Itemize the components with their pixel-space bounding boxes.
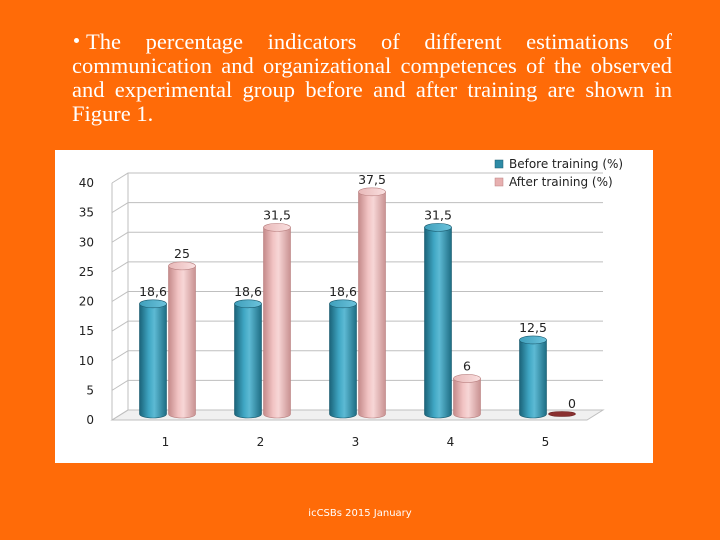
bar-chart: 0 5 10 15 20 25 30 35 40 1 2 3 4 5 18,6 18,6 18,6 31,5 1… (79, 157, 623, 449)
bar-before-training (519, 335, 547, 419)
y-tick-label: 35 (79, 206, 94, 220)
y-tick-label: 40 (79, 176, 94, 190)
y-tick-label: 30 (79, 235, 94, 249)
bar-before-training (234, 299, 262, 419)
bar-after-training-flat (548, 411, 576, 417)
bar-after-training-top (263, 223, 291, 232)
x-tick-label: 5 (542, 435, 550, 449)
bar-before-training-body (519, 339, 547, 419)
bar-after-training (548, 411, 576, 417)
gridline (111, 172, 603, 184)
data-label: 6 (463, 358, 471, 373)
y-tick-label: 15 (79, 324, 94, 338)
y-tick-label: 25 (79, 265, 94, 279)
bar-after-training-top (358, 187, 386, 197)
legend-swatch (494, 177, 504, 187)
legend-label: Before training (%) (509, 157, 623, 171)
bar-before-training-top (329, 299, 357, 309)
bar-after-training (263, 223, 291, 419)
bar-before-training-body (234, 303, 262, 419)
legend-swatch (494, 159, 504, 169)
chart-frame: 0 5 10 15 20 25 30 35 40 1 2 3 4 5 18,6 18,6 18,6 31,5 1… (55, 150, 653, 463)
x-tick-label: 4 (447, 435, 455, 449)
bar-after-training-top (168, 261, 196, 271)
bar-before-training-top (139, 299, 167, 309)
gridline (111, 202, 603, 214)
data-label: 18,6 (139, 284, 167, 299)
data-label: 31,5 (424, 207, 452, 222)
bar-before-training-body (139, 303, 167, 419)
bar-after-training-body (168, 265, 196, 419)
data-label: 18,6 (329, 284, 357, 299)
bar-before-training (139, 299, 167, 419)
data-label: 31,5 (263, 207, 291, 222)
bar-before-training-body (329, 303, 357, 419)
x-tick-label: 1 (162, 435, 170, 449)
bar-before-training-body (424, 227, 452, 419)
bullet-text: The percentage indicators of different e… (72, 30, 672, 126)
bar-after-training-body (263, 227, 291, 419)
y-tick-label: 20 (79, 295, 94, 309)
bar-after-training (168, 261, 196, 419)
bar-before-training (424, 223, 452, 419)
bullet-text-content: The percentage indicators of different e… (72, 29, 672, 126)
legend-label: After training (%) (509, 175, 613, 189)
data-label: 0 (568, 396, 576, 411)
bar-after-training-body (453, 378, 481, 419)
bar-before-training-top (519, 335, 547, 345)
x-tick-label: 3 (352, 435, 360, 449)
bar-after-training-top (453, 374, 481, 383)
bar-before-training-top (234, 299, 262, 309)
y-tick-label: 10 (79, 354, 94, 368)
bar-before-training-top (424, 223, 452, 232)
bar-after-training (358, 187, 386, 419)
bar-after-training (453, 374, 481, 419)
y-tick-label: 0 (86, 413, 94, 427)
data-label: 18,6 (234, 284, 262, 299)
bar-before-training (329, 299, 357, 419)
bar-after-training-body (358, 191, 386, 419)
gridline (111, 231, 603, 243)
bullet-icon (74, 38, 79, 44)
y-tick-label: 5 (86, 383, 94, 397)
data-label: 37,5 (358, 172, 386, 187)
footer-text: icCSBs 2015 January (308, 508, 412, 519)
data-label: 25 (174, 246, 190, 261)
x-tick-label: 2 (257, 435, 265, 449)
data-label: 12,5 (519, 320, 547, 335)
